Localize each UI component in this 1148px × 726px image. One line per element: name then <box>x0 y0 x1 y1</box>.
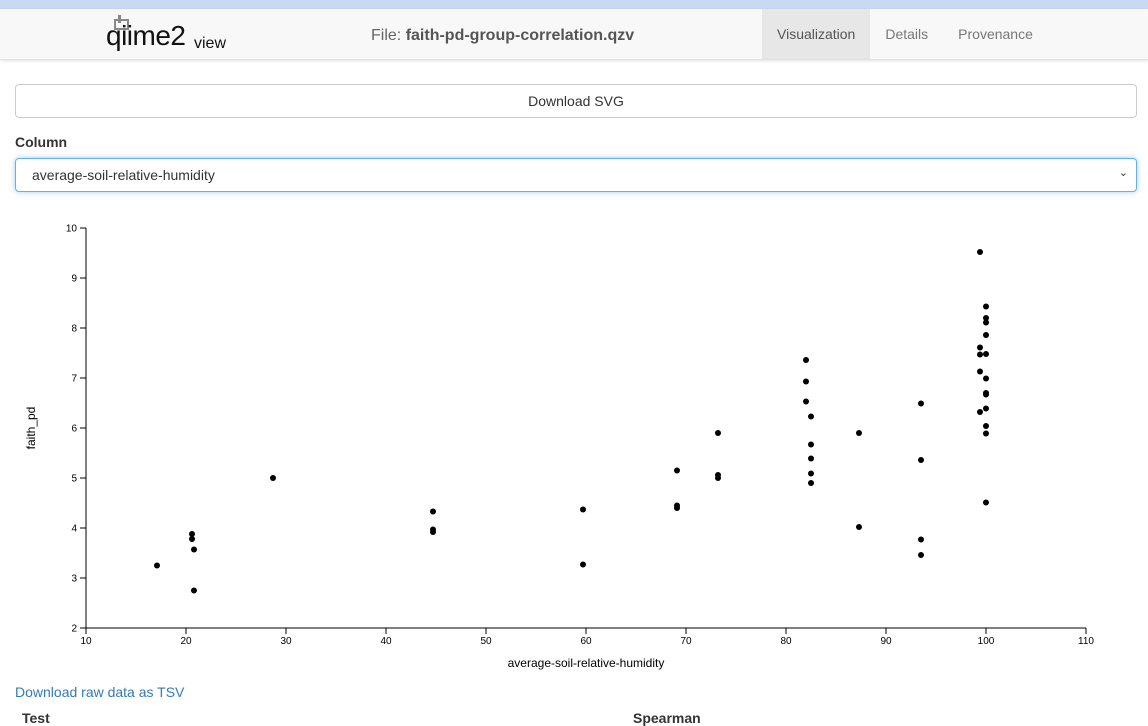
tab-provenance[interactable]: Provenance <box>958 26 1033 42</box>
y-tick-label: 2 <box>71 624 77 635</box>
y-tick-label: 9 <box>71 274 77 285</box>
navbar: qiime2 view File: faith-pd-group-correla… <box>0 9 1148 60</box>
column-select-value: average-soil-relative-humidity <box>32 167 215 183</box>
data-point <box>803 398 809 405</box>
data-point <box>918 536 924 543</box>
data-point <box>983 499 989 506</box>
x-tick-label: 90 <box>880 636 892 647</box>
data-point <box>977 351 983 358</box>
data-point <box>983 319 989 326</box>
y-tick-label: 8 <box>71 324 77 335</box>
column-label: Column <box>15 134 68 150</box>
logo-text: qiime2 <box>106 20 186 51</box>
tab-visualization[interactable]: Visualization <box>762 9 871 59</box>
data-point <box>808 413 814 420</box>
data-point <box>983 332 989 338</box>
y-tick-label: 5 <box>71 474 77 485</box>
data-point <box>808 441 814 448</box>
data-point <box>430 529 436 535</box>
y-tick-label: 3 <box>71 574 77 585</box>
x-tick-label: 60 <box>580 636 592 647</box>
data-point <box>189 536 195 542</box>
data-point <box>983 405 989 412</box>
data-point <box>674 467 680 474</box>
data-point <box>977 409 983 415</box>
x-tick-label: 40 <box>380 636 392 647</box>
file-name: faith-pd-group-correlation.qzv <box>405 27 635 44</box>
data-point <box>715 475 721 481</box>
y-tick-label: 6 <box>71 424 77 435</box>
data-point <box>918 457 924 463</box>
y-tick-label: 4 <box>71 524 77 535</box>
data-point <box>983 430 989 437</box>
data-point <box>977 249 983 255</box>
data-point <box>189 531 195 537</box>
data-point <box>856 524 862 530</box>
data-point <box>918 400 924 407</box>
data-point <box>580 561 586 568</box>
data-point <box>674 505 680 511</box>
nav-tabs: Visualization Details Provenance <box>762 9 1048 59</box>
x-axis-label: average-soil-relative-humidity <box>508 656 665 670</box>
data-point <box>918 552 924 558</box>
data-point <box>856 430 862 436</box>
data-point <box>983 351 989 357</box>
x-tick-label: 30 <box>280 636 292 647</box>
y-tick-label: 7 <box>71 374 77 385</box>
data-point <box>983 423 989 429</box>
chevron-down-icon: ⌄ <box>1118 167 1128 179</box>
y-tick-label: 10 <box>66 224 78 235</box>
logo-mark-icon <box>114 15 129 30</box>
data-point <box>808 470 814 477</box>
file-prefix: File: <box>371 27 402 44</box>
x-tick-label: 100 <box>978 636 995 647</box>
data-point <box>977 344 983 351</box>
download-tsv-link[interactable]: Download raw data as TSV <box>15 684 185 700</box>
x-tick-label: 20 <box>180 636 192 647</box>
data-point <box>270 475 276 481</box>
data-point <box>983 391 989 398</box>
column-select[interactable]: average-soil-relative-humidity ⌄ <box>15 158 1137 192</box>
scatter-chart: 2 3 4 5 6 7 8 9 10 10 20 30 40 50 60 70 80 90 100 110 averag… <box>24 224 1094 671</box>
data-point <box>977 368 983 375</box>
data-point <box>580 506 586 513</box>
logo-subtext: view <box>194 35 227 52</box>
stats-header-test: Test <box>22 710 50 726</box>
data-point <box>983 375 989 382</box>
x-tick-label: 10 <box>80 636 92 647</box>
x-tick-label: 80 <box>780 636 792 647</box>
file-title: File: faith-pd-group-correlation.qzv <box>371 27 634 45</box>
data-point <box>715 430 721 436</box>
data-point <box>808 480 814 486</box>
data-point <box>803 378 809 385</box>
data-point <box>803 357 809 363</box>
data-point <box>154 562 160 569</box>
x-tick-label: 70 <box>680 636 692 647</box>
data-point <box>983 315 989 321</box>
data-point <box>191 546 197 553</box>
data-point <box>191 587 197 594</box>
data-point <box>983 303 989 310</box>
x-tick-label: 50 <box>480 636 492 647</box>
data-point <box>430 508 436 515</box>
qiime2-logo[interactable]: qiime2 view <box>106 14 236 54</box>
data-point <box>808 455 814 462</box>
stats-header-spearman: Spearman <box>633 710 701 726</box>
download-svg-button[interactable]: Download SVG <box>15 84 1137 118</box>
x-tick-label: 110 <box>1078 636 1094 647</box>
tab-details[interactable]: Details <box>885 26 929 42</box>
y-axis-label: faith_pd <box>24 407 38 450</box>
